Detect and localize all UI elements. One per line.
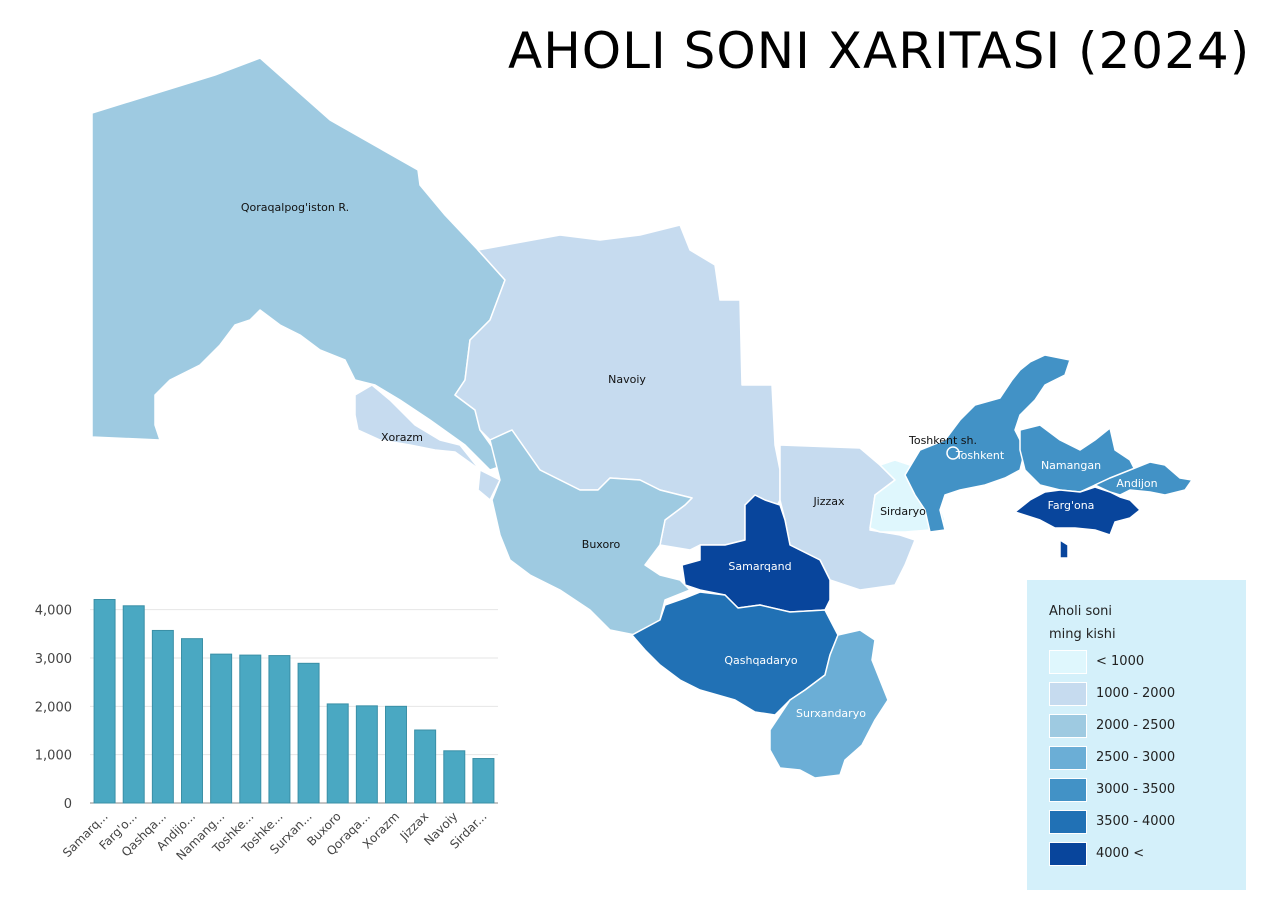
legend-label: 4000 < [1096, 846, 1145, 861]
bar [210, 653, 233, 804]
region-buxoro[interactable] [489, 429, 693, 636]
bar [181, 638, 203, 804]
region-qoraqalpogiston[interactable] [91, 57, 506, 471]
bar [443, 750, 466, 804]
legend-label: 3500 - 4000 [1096, 814, 1176, 829]
legend-item: < 1000 [1049, 650, 1239, 676]
legend-swatch [1049, 714, 1087, 738]
map-title: AHOLI SONI XARITASI (2024) [508, 22, 1251, 80]
label-toshkent-sh: Toshkent sh. [908, 434, 977, 447]
bar [326, 703, 349, 804]
bar [268, 655, 291, 804]
legend-item: 4000 < [1049, 842, 1239, 868]
label-samarqand: Samarqand [728, 560, 791, 573]
label-fargona: Farg'ona [1048, 499, 1095, 512]
label-surxandaryo: Surxandaryo [796, 707, 866, 720]
label-namangan: Namangan [1041, 459, 1101, 472]
bar [297, 662, 320, 804]
region-xorazm[interactable] [354, 384, 501, 501]
population-bar-chart: 01,0002,0003,0004,000Samarq...Farg'o...Q… [35, 599, 498, 863]
region-fargona[interactable] [1014, 486, 1141, 536]
label-toshkent: Toshkent [955, 449, 1005, 462]
legend-item: 3000 - 3500 [1049, 778, 1239, 804]
legend-swatch [1049, 842, 1087, 866]
legend-label: 2500 - 3000 [1096, 750, 1176, 765]
y-tick-label: 2,000 [35, 700, 72, 715]
region-andijon[interactable] [1094, 461, 1193, 496]
legend-swatch [1049, 810, 1087, 834]
bar [472, 758, 495, 804]
bar [151, 629, 174, 804]
region-surxandaryo[interactable] [769, 629, 889, 779]
bar [355, 705, 378, 804]
x-tick-label: Samarq... [60, 809, 111, 860]
legend-title: Aholi soni [1049, 604, 1113, 619]
legend-item: 3500 - 4000 [1049, 810, 1239, 836]
bar [93, 599, 116, 804]
region-toshkent-sh[interactable] [946, 446, 960, 460]
y-tick-label: 3,000 [35, 652, 72, 667]
legend-swatch [1049, 778, 1087, 802]
label-buxoro: Buxoro [582, 538, 621, 551]
region-navoiy[interactable] [454, 224, 781, 551]
legend-unit: ming kishi [1049, 627, 1116, 642]
legend-label: 1000 - 2000 [1096, 686, 1176, 701]
legend-item: 2000 - 2500 [1049, 714, 1239, 740]
legend-swatch [1049, 650, 1087, 674]
y-tick-label: 0 [64, 797, 72, 812]
legend-item: 2500 - 3000 [1049, 746, 1239, 772]
label-qashqadaryo: Qashqadaryo [724, 654, 798, 667]
bar [122, 605, 145, 804]
y-tick-label: 1,000 [35, 749, 72, 764]
legend-label: 3000 - 3500 [1096, 782, 1176, 797]
bar [239, 654, 262, 804]
label-navoiy: Navoiy [608, 373, 646, 386]
y-tick-label: 4,000 [35, 604, 72, 619]
fargona-exclave [1059, 539, 1069, 559]
legend-label: < 1000 [1096, 654, 1145, 669]
label-sirdaryo: Sirdaryo [880, 505, 926, 518]
map-legend: Aholi soni ming kishi < 1000 1000 - 2000 2… [1027, 580, 1246, 890]
label-andijon: Andijon [1116, 477, 1157, 490]
label-qoraqalpogiston: Qoraqalpog'iston R. [241, 201, 349, 214]
bar [414, 729, 437, 804]
label-jizzax: Jizzax [812, 495, 845, 508]
label-xorazm: Xorazm [381, 431, 423, 444]
legend-label: 2000 - 2500 [1096, 718, 1176, 733]
legend-swatch [1049, 682, 1087, 706]
bar [385, 705, 407, 804]
legend-item: 1000 - 2000 [1049, 682, 1239, 708]
legend-swatch [1049, 746, 1087, 770]
region-toshkent[interactable] [904, 354, 1071, 533]
